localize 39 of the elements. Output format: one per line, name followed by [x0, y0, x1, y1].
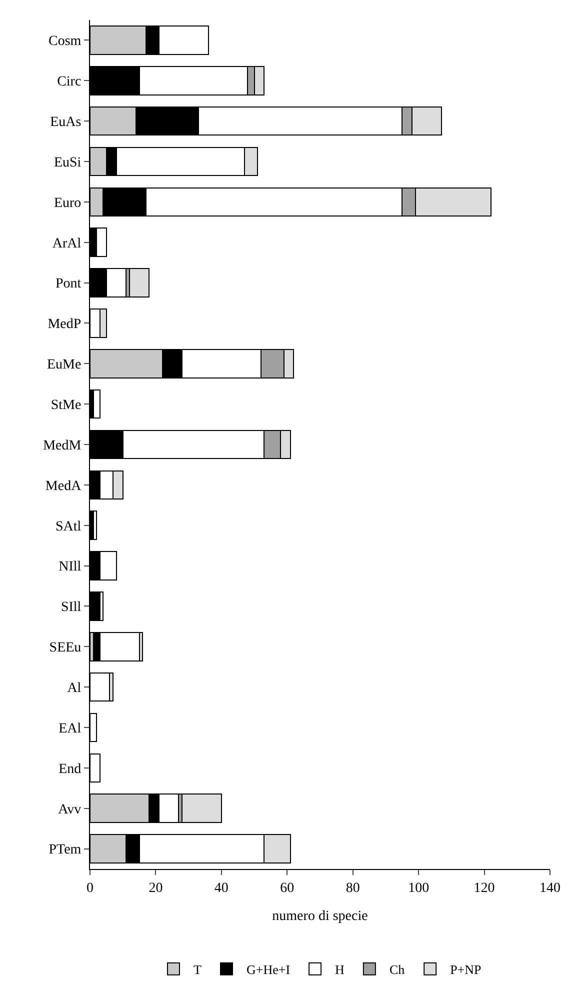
y-tick-label: ArAl — [52, 236, 82, 252]
y-tick-label: Euro — [54, 196, 82, 211]
bar — [92, 389, 100, 419]
x-tick-label: 20 — [148, 880, 163, 896]
y-tick-label: Pont — [56, 276, 82, 292]
x-tick-label: 80 — [346, 880, 360, 896]
legend-label: T — [194, 962, 202, 977]
legend-label: G+He+I — [246, 962, 290, 977]
x-tick-label: 100 — [408, 880, 430, 896]
bar — [92, 510, 98, 540]
legend-label: P+NP — [450, 962, 482, 977]
y-tick-label: Circ — [57, 74, 82, 90]
legend-label: H — [335, 962, 344, 977]
x-tick-label: 120 — [474, 880, 495, 896]
y-tick-label: PTem — [48, 842, 82, 858]
y-tick-label: SIll — [60, 600, 82, 616]
x-tick-label: 60 — [280, 880, 294, 896]
y-tick-label: End — [58, 762, 82, 777]
x-tick-label: 0 — [86, 880, 94, 896]
y-tick-label: EuSi — [54, 155, 82, 170]
y-tick-label: Al — [67, 680, 82, 696]
y-tick-label: NIll — [58, 560, 82, 575]
y-tick-label: EuMe — [46, 358, 82, 373]
y-tick-label: Cosm — [48, 34, 82, 50]
y-tick-label: EuAs — [50, 114, 82, 130]
y-tick-label: StMe — [50, 398, 82, 413]
y-tick-label: SEEu — [49, 640, 82, 656]
x-tick-label: 40 — [214, 880, 228, 896]
legend-label: Ch — [389, 962, 406, 977]
y-tick-label: Avv — [58, 802, 82, 818]
y-tick-label: SAtl — [56, 519, 82, 534]
y-tick-label: MedA — [45, 478, 82, 494]
y-tick-label: MedP — [48, 317, 82, 332]
x-axis-title: numero di specie — [272, 909, 368, 924]
y-tick-label: MedM — [43, 438, 82, 454]
x-tick-label: 140 — [540, 880, 560, 896]
y-tick-label: EAl — [58, 721, 82, 736]
bar — [182, 794, 222, 824]
bar — [128, 268, 150, 298]
